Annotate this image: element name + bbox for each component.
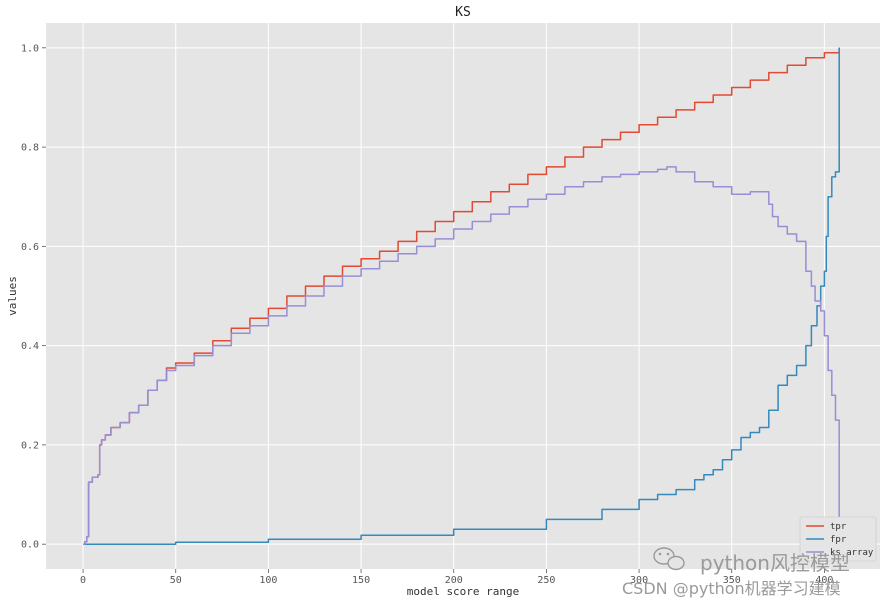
grid-lines [46, 23, 880, 569]
watermark: python风控模型 CSDN @python机器学习建模 [622, 547, 850, 598]
x-tick-label: 300 [630, 575, 648, 586]
y-tick-label: 0.4 [21, 341, 39, 352]
series-line-ks_array [83, 166, 840, 545]
y-axis-label: values [6, 276, 19, 316]
y-tick-label: 0.6 [21, 242, 39, 253]
chart-title: KS [455, 5, 471, 20]
x-tick-label: 250 [537, 575, 555, 586]
y-tick-label: 0.0 [21, 540, 39, 551]
legend-label-ks_array: ks_array [830, 548, 874, 558]
legend-box [799, 516, 877, 562]
legend-label-tpr: tpr [830, 522, 847, 532]
x-tick-label: 0 [80, 575, 86, 586]
watermark-line2: CSDN @python机器学习建模 [622, 579, 841, 598]
wechat-logo-icon [653, 547, 685, 571]
watermark-line1: python风控模型 [700, 551, 850, 575]
x-axis-label: model score range [407, 585, 520, 598]
x-tick-label: 50 [170, 575, 182, 586]
x-tick-label: 350 [723, 575, 741, 586]
y-tick-label: 0.2 [21, 440, 39, 451]
y-axis-ticks: 0.0 0.2 0.4 0.6 0.8 1.0 [21, 43, 46, 551]
x-tick-label: 150 [352, 575, 370, 586]
y-tick-label: 0.8 [21, 143, 39, 154]
x-tick-label: 100 [259, 575, 277, 586]
legend-label-fpr: fpr [830, 535, 847, 545]
x-tick-label: 200 [445, 575, 463, 586]
series-lines [83, 47, 840, 545]
y-tick-label: 1.0 [21, 43, 39, 54]
series-line-fpr [83, 47, 840, 545]
legend: tpr fpr ks_array [799, 516, 877, 562]
plot-background [46, 23, 880, 569]
x-tick-label: 400 [815, 575, 833, 586]
x-axis-ticks: 0 50 100 150 200 250 300 350 400 [80, 569, 833, 586]
